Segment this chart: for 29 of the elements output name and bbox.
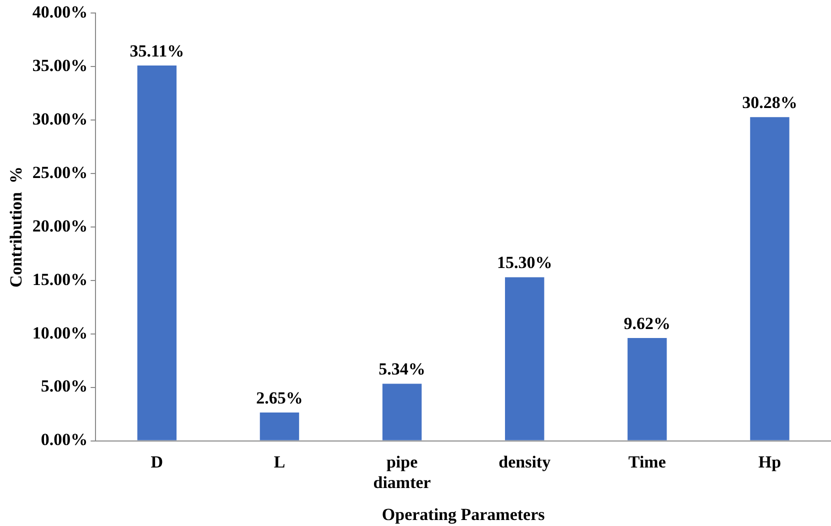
y-tick-label: 30.00%: [32, 109, 88, 128]
x-axis-title: Operating Parameters: [382, 505, 546, 524]
y-tick-label: 40.00%: [32, 2, 88, 22]
x-tick-label: L: [274, 452, 286, 472]
data-label: 35.11%: [130, 41, 184, 60]
x-tick-label: Hp: [758, 452, 782, 472]
data-label: 30.28%: [742, 92, 798, 112]
x-tick-label: Time: [628, 452, 666, 472]
data-label: 15.30%: [496, 253, 552, 272]
bar: [260, 412, 300, 440]
y-tick-label: 20.00%: [32, 216, 88, 236]
data-label: 5.34%: [378, 360, 426, 379]
bar: [382, 384, 422, 440]
bar: [137, 65, 177, 440]
y-tick-label: 0.00%: [40, 430, 88, 450]
data-label: 9.62%: [624, 314, 671, 333]
y-tick-label: 10.00%: [32, 323, 88, 342]
bar: [628, 338, 667, 440]
bar: [504, 277, 544, 440]
data-label: 2.65%: [256, 388, 303, 408]
y-axis-title: Contribution %: [6, 166, 26, 288]
x-tick-label: pipe diamter: [373, 452, 432, 492]
x-tick-label: D: [150, 452, 164, 472]
y-tick-label: 5.00%: [40, 376, 88, 396]
y-tick-label: 15.00%: [32, 270, 88, 289]
x-tick-label: density: [498, 452, 552, 472]
y-tick-label: 35.00%: [32, 56, 88, 76]
y-tick-label: 25.00%: [32, 162, 88, 182]
bar: [750, 117, 790, 440]
